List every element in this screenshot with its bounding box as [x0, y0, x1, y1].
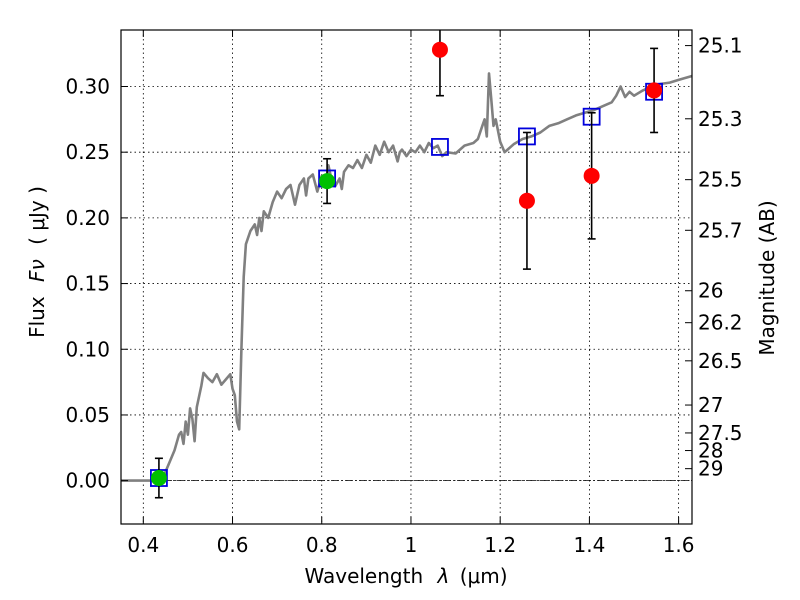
mag-tick-label: 25.5 [698, 168, 743, 192]
y2-axis-label: Magnitude (AB) [755, 200, 779, 355]
red-measurement-point [646, 82, 663, 99]
x-tick-label: 1.4 [573, 533, 605, 557]
x-tick-label: 1.2 [484, 533, 516, 557]
green-measurement-point [319, 173, 336, 190]
x-tick-label: 1 [405, 533, 418, 557]
mag-tick-label: 26 [698, 279, 723, 303]
model-flux-box [431, 138, 449, 156]
y-axis-label-symbol: Fν [25, 259, 49, 282]
plot-frame [120, 29, 693, 525]
red-measurement-point [583, 167, 600, 184]
mag-tick-label: 29 [698, 457, 723, 481]
mag-tick-label: 27.5 [698, 421, 743, 445]
y-tick-label: 0.20 [65, 206, 110, 230]
y-tick-label: 0.30 [65, 74, 110, 98]
mag-tick-label: 25.3 [698, 107, 743, 131]
x-axis-label-text: Wavelength [304, 564, 423, 588]
x-tick-label: 1.6 [663, 533, 695, 557]
model-spectrum-line [121, 72, 693, 482]
mag-tick-label: 25.1 [698, 34, 743, 58]
x-axis-label-symbol: λ [437, 564, 450, 588]
x-tick-label: 0.8 [306, 533, 338, 557]
red-measurement-point [431, 41, 448, 58]
x-tick-label: 0.6 [217, 533, 249, 557]
y-axis-label-text: Flux [25, 296, 49, 338]
y-axis-label: Flux Fν ( μJy ) [25, 186, 49, 338]
mag-tick-label: 26.2 [698, 311, 743, 335]
y-tick-label: 0.05 [65, 403, 110, 427]
y-tick-label: 0.10 [65, 337, 110, 361]
x-axis-label: Wavelength λ (μm) [304, 564, 507, 588]
mag-tick-label: 27 [698, 393, 723, 417]
y-tick-label: 0.25 [65, 140, 110, 164]
y-tick-label: 0.00 [65, 469, 110, 493]
plot-area [121, 30, 693, 499]
x-axis-label-unit: (μm) [460, 564, 508, 588]
y-tick-label: 0.15 [65, 272, 110, 296]
mag-tick-label: 25.7 [698, 218, 743, 242]
mag-tick-label: 26.5 [698, 349, 743, 373]
red-measurement-point [518, 192, 535, 209]
green-measurement-point [150, 470, 167, 487]
axis-ticks: 0.4 0.6 0.8 1 1.2 1.4 1.6 0.00 0.05 0.10 0.15 0.20 0… [65, 30, 743, 557]
y-axis-label-unit: ( μJy ) [25, 186, 49, 245]
mag-tick-label: 28 [698, 439, 723, 463]
x-tick-label: 0.4 [127, 533, 159, 557]
